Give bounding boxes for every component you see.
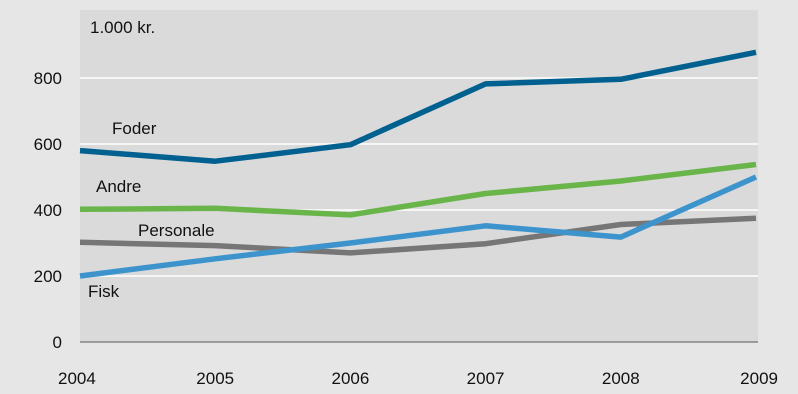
series-line-foder xyxy=(79,49,757,164)
series-line-andre xyxy=(79,161,757,218)
x-tick-label: 2009 xyxy=(740,369,778,388)
series-labels: Foder Andre Personale Fisk xyxy=(88,119,215,301)
y-unit-label: 1.000 kr. xyxy=(90,18,155,37)
series-lines xyxy=(79,49,758,279)
series-label-foder: Foder xyxy=(112,119,157,138)
y-tick-label: 400 xyxy=(34,201,62,220)
y-axis-ticks: 0 200 400 600 800 xyxy=(34,69,62,352)
x-tick-label: 2006 xyxy=(331,369,369,388)
series-line-personale xyxy=(79,215,757,256)
x-tick-label: 2007 xyxy=(467,369,505,388)
series-label-personale: Personale xyxy=(138,221,215,240)
x-tick-label: 2008 xyxy=(602,369,640,388)
y-tick-label: 200 xyxy=(34,267,62,286)
series-line-fisk xyxy=(79,174,758,279)
y-tick-label: 0 xyxy=(53,333,62,352)
series-label-fisk: Fisk xyxy=(88,282,120,301)
x-axis-ticks: 2004 2005 2006 2007 2008 2009 xyxy=(58,369,778,388)
y-tick-label: 600 xyxy=(34,135,62,154)
y-tick-label: 800 xyxy=(34,69,62,88)
x-tick-label: 2004 xyxy=(58,369,96,388)
series-label-andre: Andre xyxy=(96,177,141,196)
x-tick-label: 2005 xyxy=(196,369,234,388)
